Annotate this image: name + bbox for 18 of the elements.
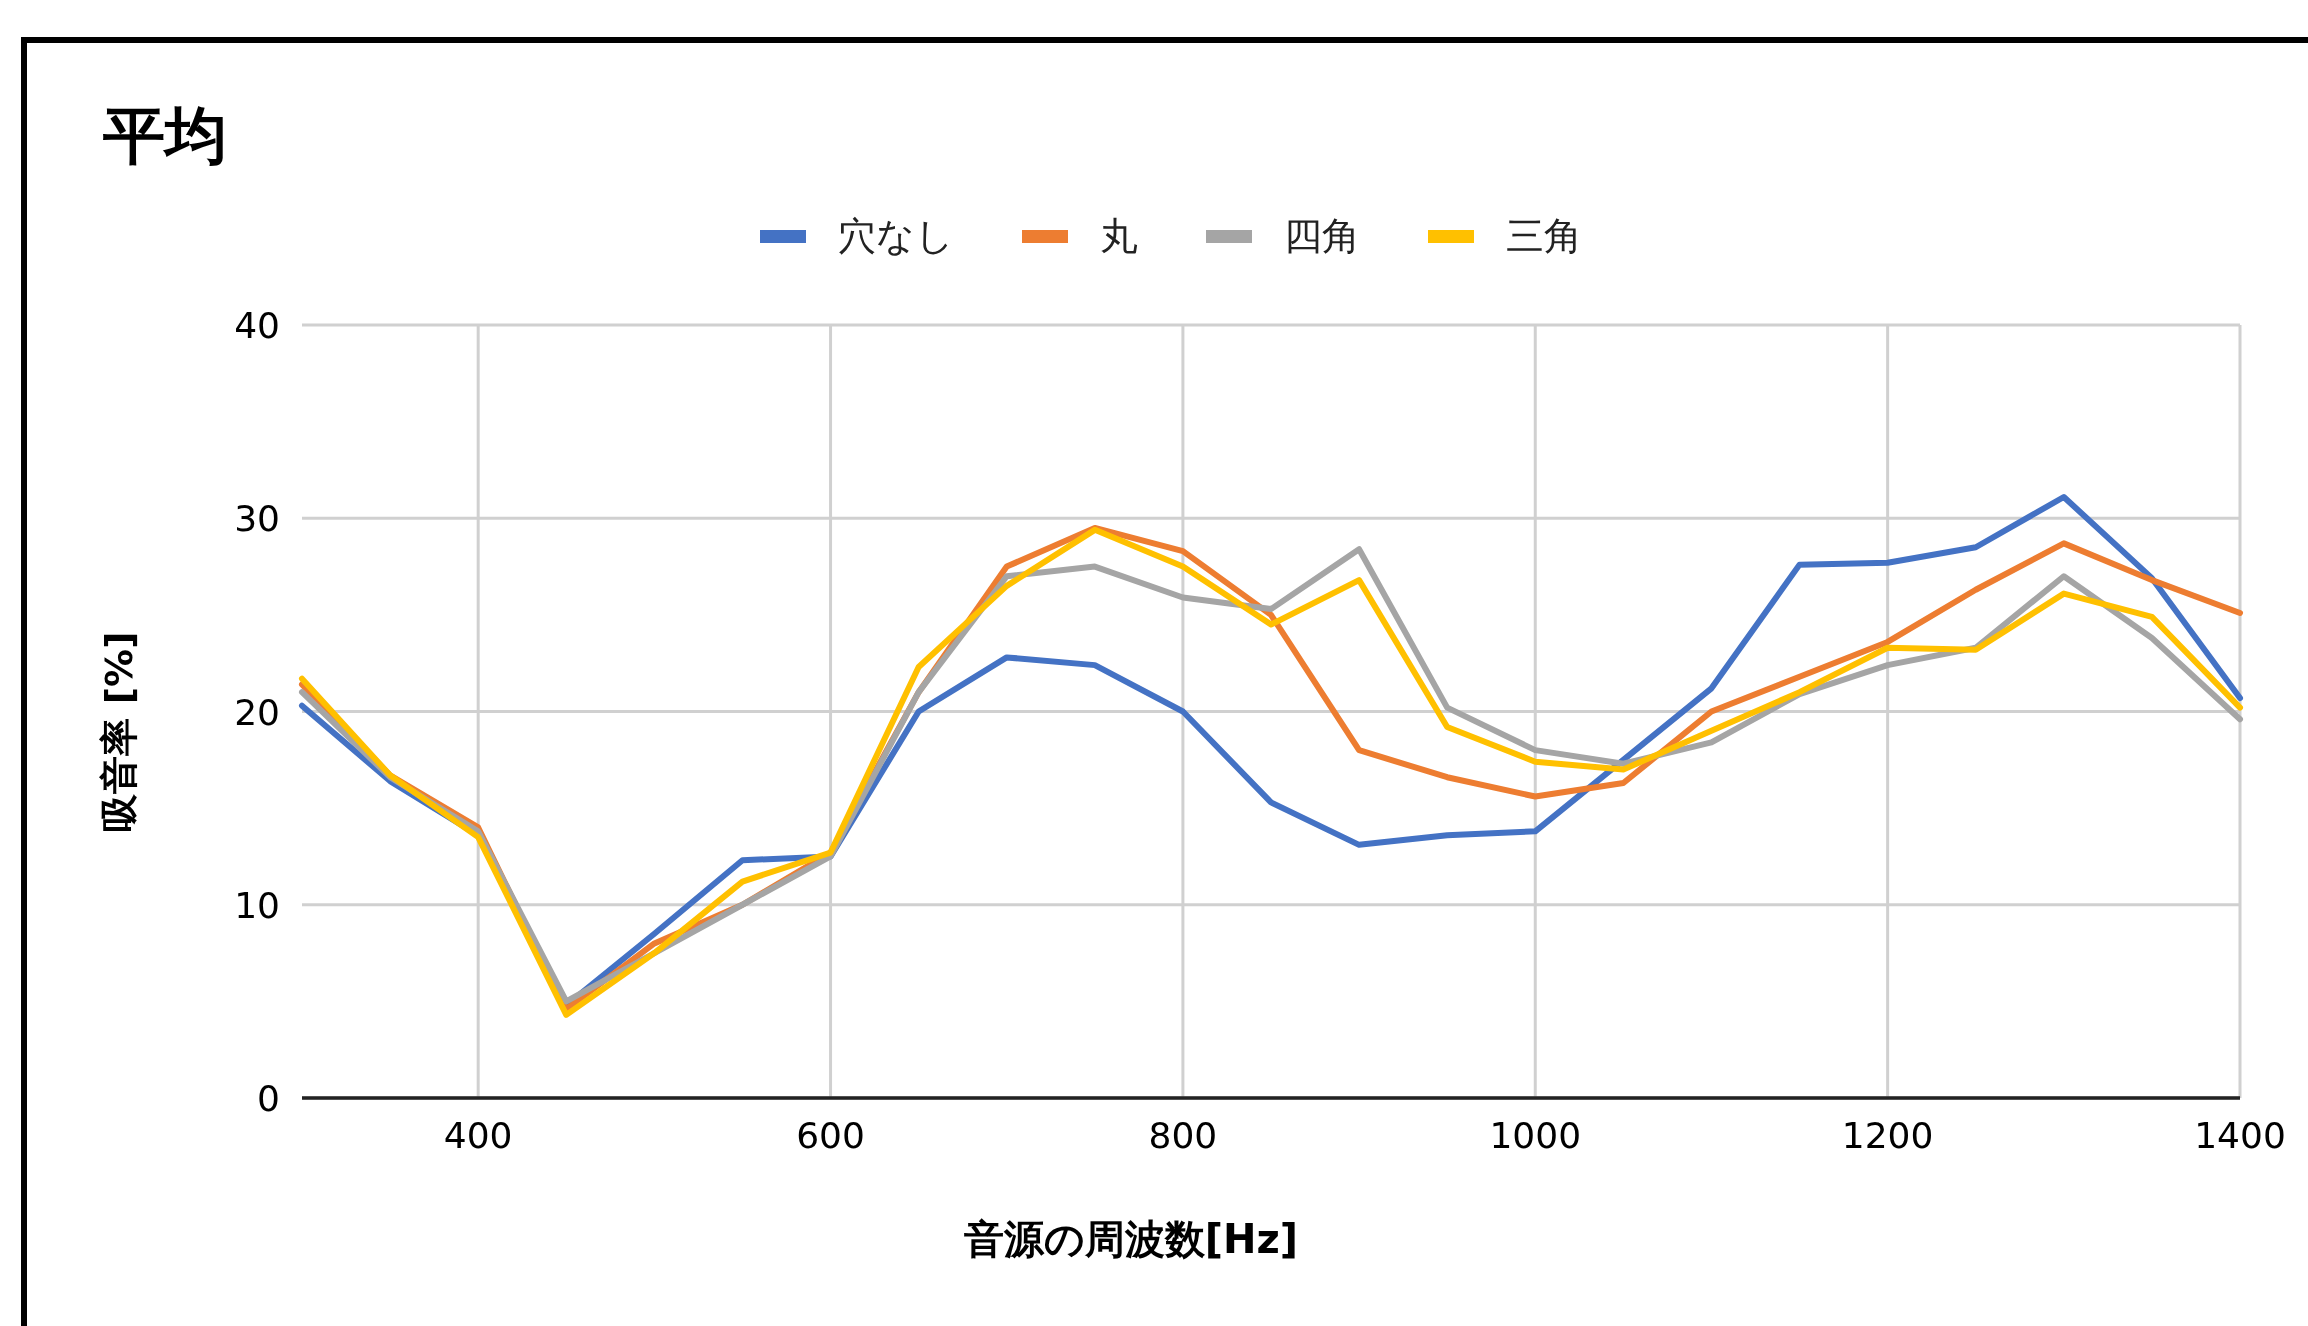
y-tick-label: 40	[234, 305, 280, 346]
x-tick-label: 1400	[2194, 1115, 2286, 1156]
x-tick-label: 600	[796, 1115, 865, 1156]
y-tick-label: 10	[234, 884, 280, 926]
legend-label: 四角	[1284, 214, 1360, 258]
chart-title: 平均	[102, 99, 227, 172]
legend-label: 穴なし	[838, 214, 954, 258]
x-tick-label: 800	[1148, 1115, 1218, 1156]
y-tick-label: 0	[257, 1078, 280, 1119]
y-tick-label: 30	[234, 498, 280, 540]
legend-label: 三角	[1506, 214, 1582, 258]
y-axis-title: 吸音率 [%]	[97, 631, 141, 832]
x-tick-label: 1200	[1841, 1115, 1934, 1156]
y-tick-label: 20	[234, 691, 280, 733]
x-tick-label: 1000	[1489, 1115, 1582, 1156]
x-tick-label: 400	[443, 1115, 513, 1156]
legend-label: 丸	[1100, 214, 1138, 258]
x-axis-title: 音源の周波数[Hz]	[963, 1216, 1299, 1262]
